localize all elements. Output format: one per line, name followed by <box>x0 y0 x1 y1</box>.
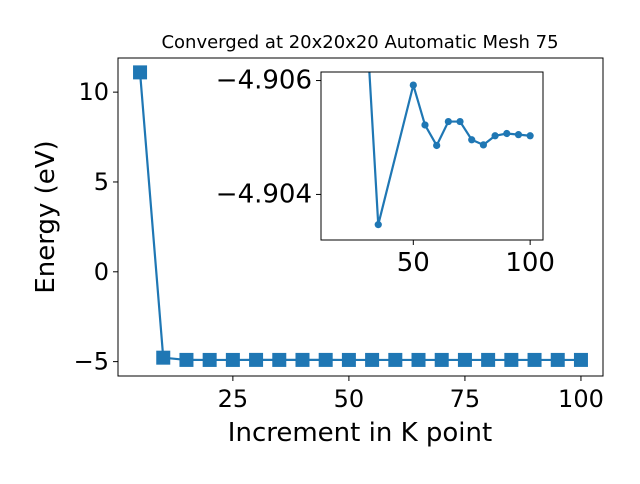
x-axis-label: Increment in K point <box>228 418 492 448</box>
main-data-point <box>249 352 264 367</box>
main-y-tick-label: −5 <box>74 348 109 376</box>
main-plot-frame <box>117 57 604 377</box>
inset-y-tick-label: −4.904 <box>216 179 312 209</box>
inset-series <box>368 72 534 229</box>
y-axis-label: Energy (eV) <box>31 140 61 293</box>
main-data-point <box>504 352 519 367</box>
main-data-point <box>318 352 333 367</box>
main-x-tick-label: 25 <box>218 385 249 413</box>
chart-title: Converged at 20x20x20 Automatic Mesh 75 <box>161 32 558 53</box>
main-y-tick-label: 0 <box>94 258 109 286</box>
inset-data-point <box>456 117 464 126</box>
main-data-point <box>156 350 171 365</box>
main-data-point <box>411 352 426 367</box>
main-data-point <box>527 352 542 367</box>
inset-data-point <box>468 136 476 144</box>
main-data-point <box>434 352 449 367</box>
main-y-tick-label: 10 <box>78 78 109 106</box>
main-data-point <box>272 352 287 367</box>
main-data-point <box>388 352 403 367</box>
inset-data-point <box>526 132 534 140</box>
main-y-ticks: 10 5 0 −5 <box>74 78 118 376</box>
inset-data-point <box>514 131 523 139</box>
inset-data-point <box>444 117 452 126</box>
inset-data-point <box>479 141 488 149</box>
inset-data-point <box>374 221 382 229</box>
inset-data-point <box>491 132 499 140</box>
inset-plot-frame <box>320 71 544 241</box>
inset-data-point <box>409 81 417 89</box>
main-data-point <box>225 352 240 367</box>
main-data-point <box>341 352 356 367</box>
main-x-ticks: 25 50 75 100 <box>218 376 604 413</box>
main-x-tick-label: 75 <box>450 385 481 413</box>
main-x-tick-label: 50 <box>334 385 365 413</box>
main-data-point <box>457 352 472 367</box>
inset-x-ticks: 50 100 <box>397 240 555 278</box>
main-y-tick-label: 5 <box>94 168 109 196</box>
main-x-tick-label: 100 <box>558 385 604 413</box>
inset-background <box>321 72 543 240</box>
inset-data-point <box>433 141 441 150</box>
inset-data-point <box>503 129 511 138</box>
main-data-point <box>550 352 565 367</box>
inset-y-ticks: −4.906 −4.904 <box>216 66 321 209</box>
main-data-point <box>573 352 588 367</box>
inset-x-tick-label: 50 <box>397 248 430 278</box>
inset-data-point <box>421 121 429 129</box>
main-data-point <box>179 352 194 367</box>
main-data-point <box>202 352 217 367</box>
main-data-point <box>365 352 380 367</box>
main-data-point <box>481 352 496 367</box>
main-series <box>133 65 588 367</box>
inset-x-tick-label: 100 <box>505 248 555 278</box>
main-data-point <box>133 65 148 80</box>
inset-y-tick-label: −4.906 <box>216 66 312 96</box>
main-data-point <box>295 352 310 367</box>
